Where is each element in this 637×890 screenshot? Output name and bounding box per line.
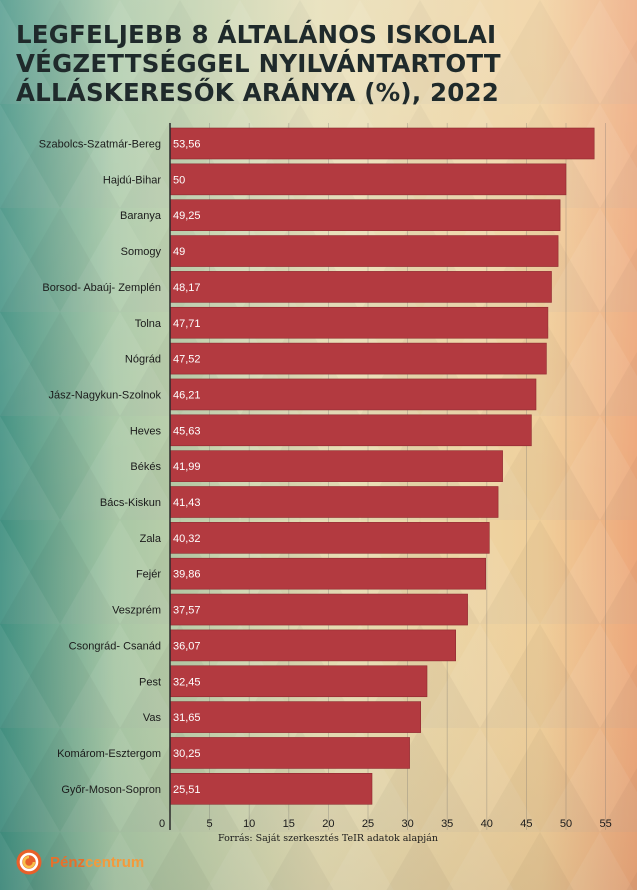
value-label: 41,99 bbox=[173, 461, 201, 473]
x-tick-label: 30 bbox=[401, 818, 413, 830]
value-label: 30,25 bbox=[173, 748, 201, 760]
bar bbox=[169, 593, 468, 626]
bar bbox=[169, 271, 552, 303]
category-label: Zala bbox=[140, 533, 162, 545]
x-tick-label: 5 bbox=[207, 818, 213, 830]
category-label: Békés bbox=[130, 461, 161, 473]
bar bbox=[169, 163, 567, 196]
source-note: Forrás: Saját szerkesztés TeIR adatok al… bbox=[218, 833, 438, 844]
x-tick-label: 25 bbox=[362, 818, 374, 830]
category-labels: Szabolcs-Szatmár-Bereg Hajdú-Bihar Baranya… bbox=[39, 139, 162, 796]
category-label: Bács-Kiskun bbox=[100, 497, 161, 509]
penzcentrum-logo-icon bbox=[16, 849, 42, 875]
x-tick-label: 10 bbox=[243, 818, 255, 830]
value-label: 49 bbox=[173, 246, 185, 258]
value-label: 53,56 bbox=[173, 139, 201, 151]
brand-name-part2: centrum bbox=[85, 853, 145, 871]
bar bbox=[169, 522, 490, 554]
category-label: Győr-Moson-Sopron bbox=[61, 784, 161, 796]
bar bbox=[169, 306, 549, 339]
value-label: 49,25 bbox=[173, 210, 201, 222]
bar bbox=[169, 414, 532, 447]
value-label: 32,45 bbox=[173, 676, 201, 688]
chart-title: LEGFELJEBB 8 ÁLTALÁNOS ISKOLAI VÉGZETTSÉ… bbox=[16, 20, 501, 107]
category-label: Jász-Nagykun-Szolnok bbox=[49, 389, 162, 401]
bars bbox=[169, 127, 595, 805]
bar bbox=[169, 557, 487, 590]
category-label: Csongrád- Csanád bbox=[69, 640, 161, 652]
bar bbox=[169, 378, 537, 411]
value-label: 40,32 bbox=[173, 533, 201, 545]
bar bbox=[169, 665, 428, 698]
value-label: 46,21 bbox=[173, 389, 201, 401]
bar bbox=[169, 127, 595, 160]
bar bbox=[169, 772, 373, 805]
bar bbox=[169, 701, 421, 733]
x-tick-labels: 0 5 10 15 20 25 30 35 40 45 50 55 bbox=[159, 818, 612, 830]
brand-name-part1: Pénz bbox=[50, 853, 86, 871]
bar bbox=[169, 235, 559, 267]
bar bbox=[169, 629, 457, 662]
value-labels: 53,56 50 49,25 49 48,17 47,71 47,52 46,21 45,63 4… bbox=[173, 139, 201, 796]
brand-name: Pénzcentrum bbox=[50, 854, 144, 871]
category-label: Komárom-Esztergom bbox=[57, 748, 161, 760]
value-label: 36,07 bbox=[173, 640, 201, 652]
x-tick-label: 40 bbox=[481, 818, 493, 830]
bar bbox=[169, 199, 561, 231]
x-tick-label: 15 bbox=[283, 818, 295, 830]
brand-logo: Pénzcentrum bbox=[16, 849, 144, 875]
category-label: Tolna bbox=[135, 318, 162, 330]
bar bbox=[169, 342, 547, 375]
category-label: Vas bbox=[143, 712, 162, 724]
category-label: Heves bbox=[130, 425, 162, 437]
value-label: 39,86 bbox=[173, 569, 201, 581]
x-tick-label: 20 bbox=[322, 818, 334, 830]
category-label: Baranya bbox=[120, 210, 162, 222]
value-label: 50 bbox=[173, 174, 185, 186]
category-label: Hajdú-Bihar bbox=[103, 174, 161, 186]
category-label: Fejér bbox=[136, 569, 161, 581]
x-tick-label: 50 bbox=[560, 818, 572, 830]
category-label: Nógrád bbox=[125, 354, 161, 366]
category-label: Szabolcs-Szatmár-Bereg bbox=[39, 139, 161, 151]
x-tick-label: 0 bbox=[159, 818, 165, 830]
category-label: Borsod- Abaúj- Zemplén bbox=[42, 282, 161, 294]
bar bbox=[169, 450, 503, 482]
category-label: Somogy bbox=[121, 246, 162, 258]
bar bbox=[169, 486, 499, 518]
value-label: 41,43 bbox=[173, 497, 201, 509]
category-label: Veszprém bbox=[112, 605, 161, 617]
value-label: 45,63 bbox=[173, 425, 201, 437]
bar bbox=[169, 737, 410, 769]
value-label: 37,57 bbox=[173, 605, 201, 617]
value-label: 48,17 bbox=[173, 282, 201, 294]
value-label: 47,71 bbox=[173, 318, 201, 330]
x-tick-label: 45 bbox=[520, 818, 532, 830]
value-label: 25,51 bbox=[173, 784, 201, 796]
category-label: Pest bbox=[139, 676, 161, 688]
value-label: 31,65 bbox=[173, 712, 201, 724]
x-tick-label: 35 bbox=[441, 818, 453, 830]
value-label: 47,52 bbox=[173, 354, 201, 366]
x-tick-label: 55 bbox=[599, 818, 611, 830]
